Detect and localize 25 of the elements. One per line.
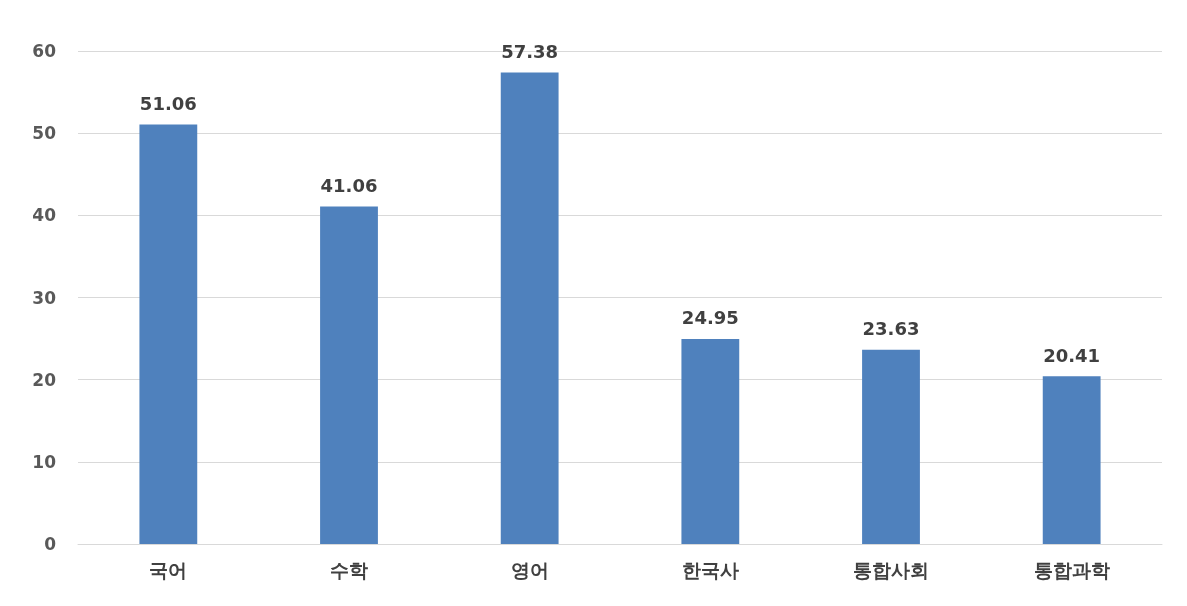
bar (139, 124, 198, 544)
y-tick-label: 30 (32, 287, 57, 308)
bar (500, 72, 559, 544)
y-tick-label: 50 (32, 123, 57, 144)
data-label: 24.95 (681, 307, 739, 329)
x-tick-label: 영어 (510, 558, 549, 581)
y-tick-label: 10 (32, 451, 57, 472)
y-tick-label: 40 (32, 205, 57, 226)
data-label: 57.38 (501, 41, 559, 63)
y-tick-label: 0 (44, 534, 57, 554)
bar (320, 206, 378, 544)
bar (1042, 376, 1101, 544)
y-tick-label: 60 (32, 41, 57, 61)
bar (862, 349, 920, 544)
data-label: 51.06 (139, 92, 197, 114)
x-tick-label: 한국사 (681, 558, 739, 581)
x-tick-label: 국어 (149, 558, 188, 581)
bar (681, 338, 740, 544)
x-tick-label: 통합사회 (853, 558, 929, 581)
data-label: 41.06 (320, 175, 378, 197)
data-label: 20.41 (1043, 344, 1101, 366)
x-tick-label: 통합과학 (1033, 558, 1110, 581)
x-tick-label: 수학 (330, 558, 368, 581)
y-tick-label: 20 (32, 369, 57, 390)
data-label: 23.63 (862, 318, 920, 340)
